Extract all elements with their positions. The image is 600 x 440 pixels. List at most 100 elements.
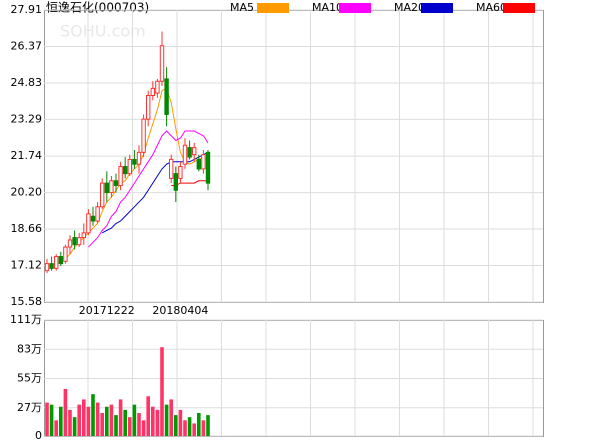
volume-bar xyxy=(45,402,49,436)
volume-bar xyxy=(59,406,63,436)
legend-label: MA60 xyxy=(476,1,507,14)
volume-bar xyxy=(178,409,183,436)
volume-bar xyxy=(206,415,210,436)
candle-body xyxy=(155,80,160,94)
volume-bar xyxy=(192,423,196,436)
volume-bar xyxy=(86,406,91,436)
y-tick-label: 26.37 xyxy=(11,39,43,52)
volume-bar xyxy=(183,420,187,436)
legend-swatch xyxy=(421,3,453,13)
y-tick-label: 111万 xyxy=(10,313,42,326)
candle-body xyxy=(141,118,146,153)
volume-bar xyxy=(72,417,77,436)
candle-body xyxy=(86,213,91,234)
volume-bar xyxy=(174,415,178,436)
candle-body xyxy=(164,78,169,115)
candle-body xyxy=(159,45,165,82)
volume-bar xyxy=(68,409,72,436)
volume-bar xyxy=(151,406,155,436)
candle-body xyxy=(109,180,114,194)
y-tick-label: 18.66 xyxy=(11,222,43,235)
legend-label: MA20 xyxy=(394,1,425,14)
volume-bar xyxy=(114,415,118,436)
volume-bar xyxy=(155,409,160,436)
watermark: SOHU.com xyxy=(60,22,146,41)
candle-body xyxy=(169,158,174,179)
y-tick-label: 17.12 xyxy=(11,259,43,272)
volume-bar xyxy=(77,404,81,436)
y-tick-label: 27.91 xyxy=(11,3,43,16)
candle-body xyxy=(49,263,54,269)
candle-body xyxy=(178,166,183,179)
candle-body xyxy=(187,147,192,158)
candle-body xyxy=(127,158,133,175)
y-tick-label: 83万 xyxy=(17,342,42,355)
candle-body xyxy=(136,151,142,165)
candle-body xyxy=(146,94,151,120)
volume-bar xyxy=(54,420,58,436)
y-tick-label: 20.20 xyxy=(11,186,43,199)
candle-body xyxy=(123,166,128,175)
x-tick-label: 20180404 xyxy=(152,304,208,317)
volume-bar xyxy=(49,404,54,436)
volume-bar xyxy=(123,409,127,436)
candle-body xyxy=(113,180,119,186)
volume-bar xyxy=(91,394,95,436)
candle-body xyxy=(205,151,211,184)
candle-body xyxy=(81,232,86,239)
candle-body xyxy=(104,182,109,194)
candle-body xyxy=(44,263,50,272)
candle-body xyxy=(201,154,206,170)
candle-body xyxy=(67,239,73,248)
volume-bar xyxy=(118,399,123,436)
volume-bar xyxy=(105,406,109,436)
legend-label: MA5 xyxy=(230,1,254,14)
y-tick-label: 0 xyxy=(35,429,42,440)
volume-bar xyxy=(164,404,169,436)
volume-bar xyxy=(197,413,201,436)
candle-body xyxy=(72,237,77,246)
candle-body xyxy=(63,246,68,262)
ma-line xyxy=(101,151,209,234)
candle-body xyxy=(182,144,188,165)
x-tick-label: 20171222 xyxy=(79,304,135,317)
candle-body xyxy=(95,206,100,222)
volume-bar xyxy=(169,399,173,436)
y-tick-label: 15.58 xyxy=(11,295,43,308)
volume-bar xyxy=(160,347,164,436)
y-tick-label: 27万 xyxy=(17,401,42,414)
volume-bar xyxy=(95,402,100,436)
legend-label: MA10 xyxy=(312,1,343,14)
chart-title: 恒逸石化(000703) xyxy=(46,1,149,15)
volume-bar xyxy=(132,404,137,436)
candle-body xyxy=(77,237,82,246)
legend-swatch xyxy=(257,3,289,13)
volume-bar xyxy=(109,404,114,436)
candle-body xyxy=(173,173,179,191)
volume-bar xyxy=(141,420,146,436)
y-tick-label: 55万 xyxy=(17,372,42,385)
volume-bar xyxy=(100,413,104,436)
y-tick-label: 21.74 xyxy=(11,149,43,162)
legend-swatch xyxy=(503,3,535,13)
candle-body xyxy=(90,215,96,222)
candle-body xyxy=(132,158,137,165)
y-tick-label: 23.29 xyxy=(11,112,43,125)
candle-body xyxy=(196,158,202,170)
candle-body xyxy=(192,147,197,156)
volume-bar xyxy=(63,388,68,436)
candle-body xyxy=(58,256,63,265)
volume-bar xyxy=(137,413,141,436)
volume-bar xyxy=(187,417,192,436)
volume-bar xyxy=(128,417,132,436)
candle-body xyxy=(118,166,123,186)
candle-body xyxy=(54,256,59,269)
y-tick-label: 24.83 xyxy=(11,76,43,89)
legend-swatch xyxy=(339,3,371,13)
candle-body xyxy=(100,182,105,208)
candle-body xyxy=(150,87,156,96)
volume-bar xyxy=(146,396,150,436)
ma-line xyxy=(88,130,209,248)
volume-bar xyxy=(201,420,206,436)
